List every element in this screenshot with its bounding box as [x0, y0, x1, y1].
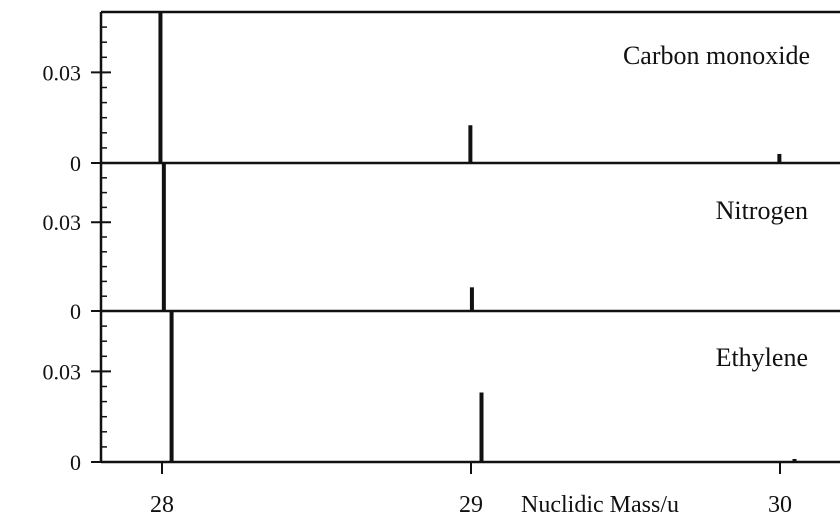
- compound-label: Nitrogen: [716, 196, 808, 225]
- y-tick-label: 0.03: [43, 60, 82, 85]
- panel-2: 0 0.03 Nitrogen: [43, 163, 840, 324]
- chart-panels: 0 0.03 Carbon monoxide 0 0.03 Nitrogen 0 0.03 Et…: [43, 12, 840, 475]
- compound-label: Carbon monoxide: [623, 41, 810, 70]
- panel-1: 0 0.03 Carbon monoxide: [43, 12, 840, 176]
- plot-frame: [99, 10, 840, 462]
- compound-label: Ethylene: [716, 343, 808, 372]
- y-tick-label: 0.03: [43, 210, 82, 235]
- panel-3: 0 0.03 Ethylene: [43, 311, 840, 475]
- x-axis: Nuclidic Mass/u 28 29 30: [150, 462, 792, 518]
- y-tick-label: 0.03: [43, 359, 82, 384]
- x-axis-label: Nuclidic Mass/u: [521, 492, 679, 518]
- x-tick-label: 28: [150, 492, 174, 518]
- x-tick-label: 30: [768, 492, 792, 518]
- y-tick-label: 0: [70, 151, 81, 176]
- x-tick-label: 29: [459, 492, 483, 518]
- y-tick-label: 0: [70, 299, 81, 324]
- y-tick-label: 0: [70, 450, 81, 475]
